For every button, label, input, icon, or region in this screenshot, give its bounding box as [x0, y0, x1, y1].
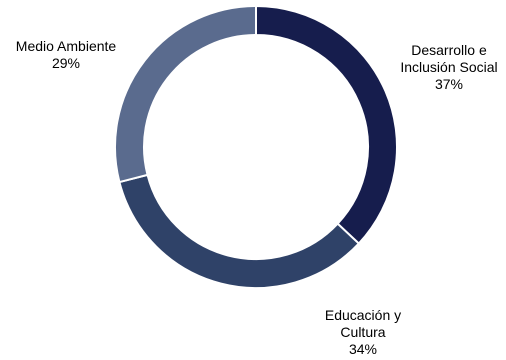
slice-desarrollo-e-inclusion-social [255, 4, 398, 245]
label-line: Cultura [340, 324, 386, 340]
label-medio-ambiente: Medio Ambiente 29% [16, 38, 116, 72]
label-percent: 37% [434, 76, 464, 92]
donut-slices [114, 4, 398, 289]
label-line: Educación y [324, 307, 402, 323]
label-percent: 29% [51, 55, 81, 71]
label-line: Inclusión Social [400, 59, 498, 75]
label-educacion-cultura: Educación y Cultura 34% [325, 307, 401, 358]
label-line: Medio Ambiente [15, 38, 117, 54]
label-desarrollo-inclusion-social: Desarrollo e Inclusión Social 37% [400, 42, 497, 93]
label-percent: 34% [348, 341, 378, 357]
slice-educacion-y-cultura [118, 173, 361, 289]
label-line: Desarrollo e [411, 42, 487, 58]
slice-medio-ambiente [114, 4, 257, 184]
